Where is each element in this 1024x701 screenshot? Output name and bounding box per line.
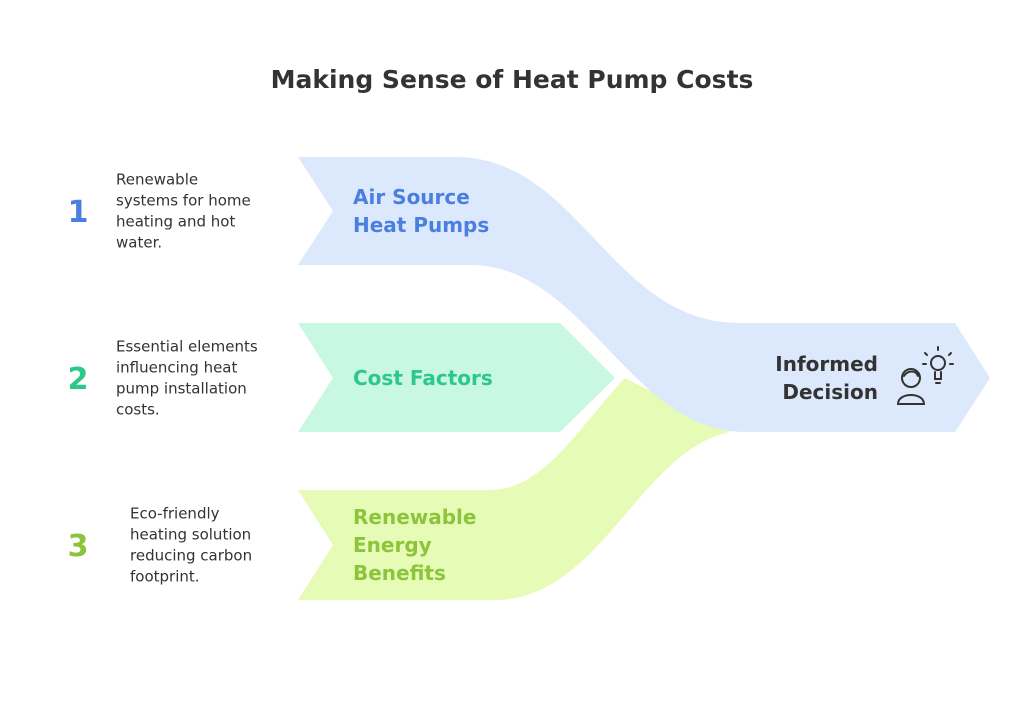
step-label: Air Source: [353, 185, 470, 209]
step-label: Energy: [353, 533, 432, 557]
band-air-source: [298, 157, 990, 432]
step-number: 1: [68, 195, 89, 230]
step-description: reducing carbon: [130, 547, 252, 565]
step-description: costs.: [116, 401, 160, 419]
result-label: Informed: [775, 352, 878, 376]
step-description: heating and hot: [116, 213, 235, 231]
step-description: water.: [116, 234, 162, 252]
title: Making Sense of Heat Pump Costs: [271, 65, 754, 94]
band-cost-factors: [298, 323, 615, 432]
step-description: Eco-friendly: [130, 505, 220, 523]
decision-icon: [896, 346, 954, 405]
step-label: Benefits: [353, 561, 446, 585]
step-number: 2: [68, 362, 89, 397]
step-description: Essential elements: [116, 338, 258, 356]
step-description: systems for home: [116, 192, 251, 210]
step-number: 3: [68, 529, 89, 564]
step-label: Heat Pumps: [353, 213, 489, 237]
step-description: influencing heat: [116, 359, 238, 377]
step-label: Cost Factors: [353, 366, 493, 390]
result-label: Decision: [782, 380, 878, 404]
band-renewable: [298, 378, 730, 600]
step-description: pump installation: [116, 380, 247, 398]
step-description: heating solution: [130, 526, 251, 544]
step-label: Renewable: [353, 505, 476, 529]
step-description: footprint.: [130, 568, 200, 586]
step-description: Renewable: [116, 171, 198, 189]
